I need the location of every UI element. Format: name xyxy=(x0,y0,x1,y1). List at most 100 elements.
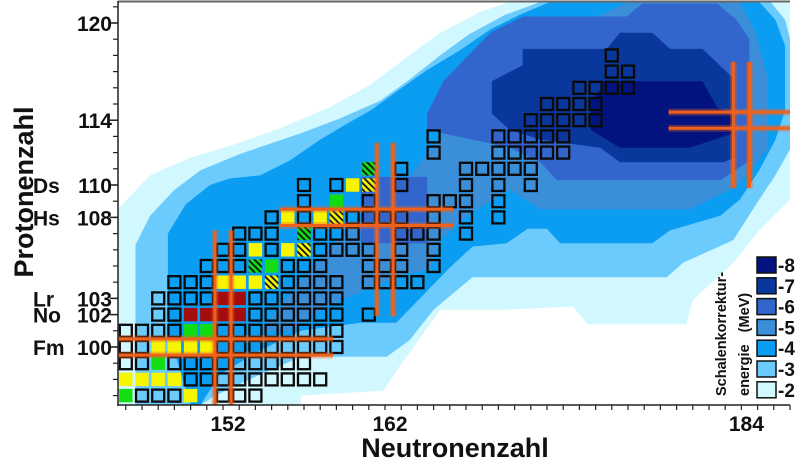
nuclide-cell xyxy=(264,339,279,355)
nuclide-cell xyxy=(523,113,538,128)
y-axis-ticks: 120 114 110 Ds 108 Hs 103 Lr 102 No 100 Fm xyxy=(33,6,118,397)
element-symbol: Fm xyxy=(33,337,65,360)
nuclide-cell xyxy=(410,226,425,241)
nuclide-cell xyxy=(296,307,312,322)
nuclide-cell xyxy=(280,307,295,322)
nuclide-cell xyxy=(313,275,328,290)
nuclide-cell xyxy=(200,324,214,338)
nuclide-cell xyxy=(361,242,376,257)
x-axis-ticks: 152 162 184 xyxy=(125,405,791,436)
nuclide-cell xyxy=(167,323,182,338)
nuclide-cell xyxy=(280,291,295,306)
nuclide-cell xyxy=(345,226,360,241)
nuclide-cell xyxy=(199,356,214,371)
element-symbol: No xyxy=(33,305,61,328)
nuclide-cell xyxy=(264,275,279,289)
nuclide-cell xyxy=(313,372,328,387)
nuclide-cell xyxy=(248,291,263,306)
nuclide-cell xyxy=(167,388,182,403)
nuclide-cell xyxy=(523,145,538,160)
nuclide-cell xyxy=(135,372,149,387)
nuclide-cell xyxy=(507,129,522,144)
nuclide-cell xyxy=(248,356,263,371)
nuclide-cell xyxy=(264,323,279,338)
nuclide-cell xyxy=(215,242,231,257)
legend-title-line-2: energie (MeV) xyxy=(737,293,753,396)
nuclide-cell xyxy=(280,339,295,355)
nuclide-cell xyxy=(232,226,247,241)
nuclide-cell xyxy=(296,177,312,193)
nuclide-cell xyxy=(345,242,360,257)
nuclide-cell xyxy=(183,356,198,371)
nuclide-cell xyxy=(264,242,279,257)
element-symbol: Ds xyxy=(33,175,60,198)
nuclide-cell xyxy=(329,194,344,208)
nuclide-cell xyxy=(151,372,165,387)
nuclide-cell xyxy=(151,340,165,354)
nuclide-cell xyxy=(507,145,522,160)
legend: Schalenkorrektur- energie (MeV) -8-7-6-5… xyxy=(714,256,795,402)
nuclide-cell xyxy=(313,210,327,225)
nuclide-cell xyxy=(426,242,441,257)
nuclide-cell xyxy=(118,356,133,371)
nuclide-cell xyxy=(426,210,441,225)
nuclide-cell xyxy=(264,226,279,241)
nuclide-cell xyxy=(232,388,247,403)
legend-label: -7 xyxy=(778,277,795,298)
nuclide-cell xyxy=(491,194,506,209)
nuclide-cell xyxy=(394,177,409,193)
nuclide-cell xyxy=(280,372,295,387)
nuclide-cell xyxy=(345,210,360,225)
nuclide-cell xyxy=(442,194,457,209)
legend-label: -2 xyxy=(778,381,795,402)
nuclide-cell xyxy=(556,96,571,112)
nuclide-cell xyxy=(280,275,295,290)
nuclide-cell xyxy=(183,275,198,290)
y-tick-label: 100 xyxy=(77,337,112,360)
nuclide-cell xyxy=(151,323,166,338)
nuclide-cell xyxy=(215,388,231,403)
nuclide-cell xyxy=(134,339,150,355)
nuclide-cell xyxy=(539,145,555,160)
nuclide-cell xyxy=(313,307,328,322)
nuclide-cell xyxy=(588,96,603,112)
nuclide-cell xyxy=(151,388,166,403)
nuclide-cell xyxy=(183,307,198,322)
nuclide-cell xyxy=(458,161,474,176)
nuclide-cell xyxy=(329,291,344,306)
nuclide-cell xyxy=(296,323,312,338)
nuclide-cell xyxy=(167,291,182,306)
nuclide-cell xyxy=(572,113,587,128)
nuclide-cell xyxy=(167,275,182,290)
nuclide-cell xyxy=(313,226,328,241)
nuclide-cell xyxy=(264,210,279,225)
nuclide-cell xyxy=(215,339,231,355)
nuclide-cell xyxy=(151,356,165,370)
nuclide-cell xyxy=(588,80,603,95)
nuclide-cell xyxy=(620,64,636,79)
legend-label: -6 xyxy=(778,298,795,319)
nuclide-cell xyxy=(394,210,409,225)
nuclide-cell xyxy=(215,323,231,338)
nuclide-cell xyxy=(296,372,312,387)
nuclide-cell xyxy=(394,161,409,176)
nuclide-cell xyxy=(458,177,474,193)
nuclide-cell xyxy=(458,226,474,241)
nuclide-cell xyxy=(215,258,231,274)
nuclide-cell xyxy=(296,291,312,306)
nuclide-cell xyxy=(377,275,393,290)
nuclide-cell xyxy=(232,242,247,257)
nuclide-cell xyxy=(216,291,230,306)
y-tick-label: 114 xyxy=(78,110,112,133)
nuclide-cell xyxy=(426,258,441,274)
legend-label: -5 xyxy=(778,318,795,339)
legend-label: -8 xyxy=(778,256,795,277)
nuclide-cell xyxy=(361,194,376,209)
nuclide-cell xyxy=(523,177,538,193)
nuclide-cell xyxy=(183,340,198,354)
nuclide-cell xyxy=(491,161,506,176)
nuclide-cell xyxy=(232,307,246,322)
nuclide-cell xyxy=(329,307,344,322)
x-tick-label: 162 xyxy=(372,413,407,436)
nuclide-cell xyxy=(248,307,263,322)
